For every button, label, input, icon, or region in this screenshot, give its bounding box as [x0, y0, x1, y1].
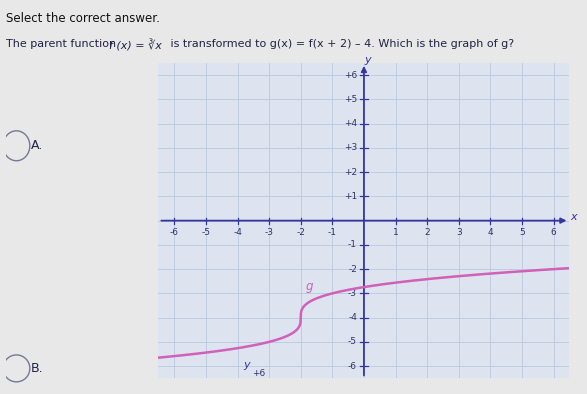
Text: 6: 6: [551, 228, 556, 237]
Text: A.: A.: [31, 139, 43, 152]
Text: B.: B.: [31, 362, 44, 375]
Text: +5: +5: [344, 95, 357, 104]
Text: Select the correct answer.: Select the correct answer.: [6, 12, 160, 25]
Text: -5: -5: [201, 228, 210, 237]
Text: +6: +6: [252, 369, 266, 378]
Text: +4: +4: [344, 119, 357, 128]
Text: 2: 2: [424, 228, 430, 237]
Text: -1: -1: [328, 228, 337, 237]
Text: -2: -2: [296, 228, 305, 237]
Text: -4: -4: [348, 313, 357, 322]
Text: -2: -2: [348, 265, 357, 273]
Text: The parent function: The parent function: [6, 39, 120, 49]
Text: g: g: [306, 280, 313, 293]
Text: y: y: [244, 361, 250, 370]
Text: f (x) = ∛x: f (x) = ∛x: [109, 39, 161, 52]
Text: 1: 1: [393, 228, 399, 237]
Text: x: x: [570, 212, 576, 222]
Text: -5: -5: [348, 337, 357, 346]
Text: -3: -3: [348, 289, 357, 298]
Text: y: y: [365, 54, 371, 65]
Text: 4: 4: [488, 228, 493, 237]
Text: +1: +1: [344, 192, 357, 201]
Text: 5: 5: [519, 228, 525, 237]
Text: -1: -1: [348, 240, 357, 249]
Text: +2: +2: [344, 168, 357, 177]
Text: +3: +3: [344, 143, 357, 152]
Text: -4: -4: [233, 228, 242, 237]
Text: is transformed to g(x) = f(x + 2) – 4. Which is the graph of g?: is transformed to g(x) = f(x + 2) – 4. W…: [167, 39, 514, 49]
Text: -3: -3: [265, 228, 274, 237]
Text: -6: -6: [348, 362, 357, 371]
Text: +6: +6: [344, 71, 357, 80]
Text: -6: -6: [170, 228, 179, 237]
Text: 3: 3: [456, 228, 461, 237]
